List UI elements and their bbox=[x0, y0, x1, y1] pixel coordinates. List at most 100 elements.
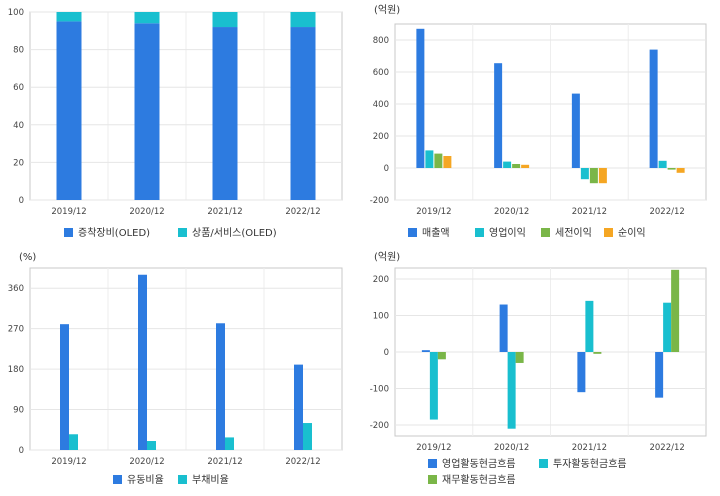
y-tick-label: -100 bbox=[370, 385, 389, 395]
x-tick-label: 2021/12 bbox=[572, 443, 607, 453]
y-tick-label: 180 bbox=[8, 365, 24, 375]
bar bbox=[138, 274, 147, 450]
y-tick-label: -200 bbox=[370, 196, 389, 206]
y-tick-label: 100 bbox=[8, 8, 24, 18]
bar bbox=[577, 352, 586, 393]
unit-label: (%) bbox=[19, 252, 36, 263]
bar bbox=[290, 12, 316, 28]
y-tick-label: 90 bbox=[13, 406, 24, 416]
bar bbox=[667, 168, 676, 170]
bar bbox=[655, 352, 664, 398]
bar bbox=[503, 161, 512, 168]
bar bbox=[571, 93, 580, 168]
y-tick-label: 80 bbox=[13, 46, 24, 56]
unit-label: (억원) bbox=[374, 4, 400, 16]
bar bbox=[580, 168, 589, 180]
y-tick-label: 800 bbox=[373, 36, 389, 46]
x-tick-label: 2019/12 bbox=[51, 207, 86, 217]
bar bbox=[56, 12, 82, 22]
legend-swatch bbox=[539, 459, 548, 468]
legend-swatch bbox=[178, 475, 187, 484]
legend-label: 영업활동현금흐름 bbox=[442, 457, 516, 470]
legend-label: 매출액 bbox=[422, 227, 450, 239]
y-tick-label: 20 bbox=[13, 158, 24, 168]
x-tick-label: 2022/12 bbox=[649, 443, 684, 453]
bar bbox=[216, 323, 225, 450]
legend-swatch bbox=[64, 228, 73, 237]
bar bbox=[585, 300, 594, 352]
y-tick-label: -200 bbox=[370, 421, 389, 431]
chart-2: -200 0 200 400 600 800 (억원) 2019/12 2020/12 2021/… bbox=[370, 4, 707, 239]
bar bbox=[443, 156, 452, 168]
legend-swatch bbox=[428, 475, 437, 484]
bar bbox=[598, 168, 607, 184]
y-tick-label: 400 bbox=[373, 100, 389, 110]
bar bbox=[437, 352, 446, 360]
legend-label: 유동비율 bbox=[127, 474, 164, 486]
bar bbox=[494, 63, 503, 169]
x-tick-label: 2021/12 bbox=[572, 207, 607, 217]
y-tick-label: 0 bbox=[384, 164, 389, 174]
bar bbox=[225, 437, 234, 450]
x-tick-label: 2019/12 bbox=[416, 207, 451, 217]
y-tick-label: 100 bbox=[373, 311, 389, 321]
y-tick-label: 270 bbox=[8, 325, 24, 335]
x-tick-label: 2020/12 bbox=[129, 207, 164, 217]
bar bbox=[134, 12, 160, 24]
y-tick-label: 600 bbox=[373, 68, 389, 78]
bar bbox=[421, 350, 430, 352]
bar bbox=[663, 302, 672, 352]
bar bbox=[676, 168, 685, 173]
x-tick-label: 2020/12 bbox=[129, 457, 164, 467]
x-tick-label: 2019/12 bbox=[416, 443, 451, 453]
x-tick-label: 2022/12 bbox=[285, 207, 320, 217]
bar bbox=[425, 150, 434, 168]
x-tick-label: 2020/12 bbox=[494, 443, 529, 453]
bar bbox=[134, 23, 160, 201]
x-tick-label: 2021/12 bbox=[207, 207, 242, 217]
bar bbox=[147, 441, 156, 450]
legend-swatch bbox=[178, 228, 187, 237]
bar bbox=[429, 352, 438, 420]
legend-label: 재무활동현금흐름 bbox=[442, 473, 516, 486]
bar bbox=[434, 153, 443, 168]
unit-label: (억원) bbox=[374, 251, 400, 263]
bar bbox=[212, 12, 238, 28]
legend-label: 부채비율 bbox=[192, 474, 229, 486]
bar bbox=[294, 364, 303, 450]
y-tick-label: 200 bbox=[373, 132, 389, 142]
legend-swatch bbox=[541, 228, 550, 237]
x-tick-label: 2021/12 bbox=[207, 457, 242, 467]
bar bbox=[69, 434, 78, 450]
y-tick-label: 60 bbox=[13, 83, 24, 93]
bar bbox=[589, 168, 598, 184]
bar bbox=[499, 304, 508, 352]
legend-label: 증착장비(OLED) bbox=[78, 227, 150, 239]
legend-label: 세전이익 bbox=[555, 227, 592, 239]
y-tick-label: 0 bbox=[19, 446, 24, 456]
bar bbox=[593, 352, 602, 354]
bar bbox=[649, 49, 658, 168]
bar bbox=[60, 324, 69, 450]
bar bbox=[416, 28, 425, 168]
y-tick-label: 0 bbox=[384, 348, 389, 358]
legend-label: 상품/서비스(OLED) bbox=[192, 227, 277, 239]
legend-swatch bbox=[475, 228, 484, 237]
legend-label: 투자활동현금흐름 bbox=[553, 457, 627, 470]
y-tick-label: 40 bbox=[13, 121, 24, 131]
bar bbox=[56, 21, 82, 201]
y-tick-label: 200 bbox=[373, 275, 389, 285]
chart-1: 0 20 40 60 80 100 2019/12 2020/12 2021/12 2022/12… bbox=[8, 8, 343, 239]
legend-swatch bbox=[113, 475, 122, 484]
y-tick-label: 360 bbox=[8, 284, 24, 294]
bar bbox=[507, 352, 516, 429]
y-tick-label: 0 bbox=[19, 196, 24, 206]
bar bbox=[303, 423, 312, 450]
bar bbox=[671, 269, 680, 352]
chart-3: 0 90 180 270 360 (%) 2019/12 2020/12 2021/12 2022… bbox=[8, 252, 343, 486]
x-tick-label: 2022/12 bbox=[649, 207, 684, 217]
x-tick-label: 2020/12 bbox=[494, 207, 529, 217]
legend-swatch bbox=[604, 228, 613, 237]
bar bbox=[515, 352, 524, 363]
